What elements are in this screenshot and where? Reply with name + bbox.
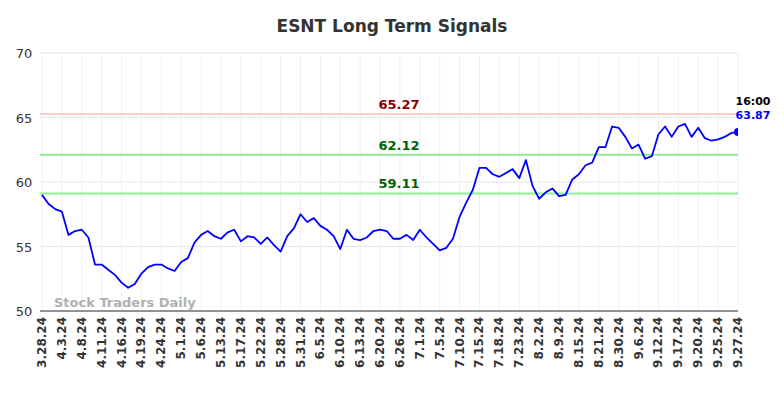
grid-line (459, 53, 460, 311)
reference-label: 59.11 (378, 176, 419, 191)
grid-line (42, 53, 43, 311)
grid-line (181, 53, 182, 311)
x-tick-label: 4.16.24 (115, 317, 129, 368)
x-tick-label: 5.31.24 (294, 317, 308, 368)
x-tick-label: 7.18.24 (492, 317, 506, 368)
x-tick-label: 4.11.24 (95, 317, 109, 368)
grid-line (658, 53, 659, 311)
y-tick-label: 50 (16, 304, 33, 319)
end-time-label: 16:00 (735, 95, 770, 108)
reference-line (40, 192, 738, 194)
end-value-label: 63.87 (736, 109, 771, 122)
x-tick-label: 6.13.24 (353, 317, 367, 368)
reference-line (40, 113, 738, 115)
grid-line (300, 53, 301, 311)
grid-line (559, 53, 560, 311)
x-tick-label: 7.10.24 (453, 317, 467, 368)
x-tick-label: 3.28.24 (35, 317, 49, 368)
y-tick-label: 60 (16, 175, 33, 190)
grid-line (40, 246, 738, 247)
grid-line (161, 53, 162, 311)
chart: ESNT Long Term Signals 50 55 60 65 70 3.28.24 4… (0, 0, 784, 398)
x-tick-label: 4.24.24 (154, 317, 168, 368)
grid-line (578, 53, 579, 311)
x-tick-label: 5.28.24 (274, 317, 288, 368)
x-tick-label: 7.1.24 (413, 317, 427, 360)
grid-line (280, 53, 281, 311)
x-tick-label: 5.1.24 (174, 317, 188, 360)
y-tick-label: 55 (16, 240, 33, 255)
grid-line (519, 53, 520, 311)
grid-line (220, 53, 221, 311)
x-tick-label: 9.20.24 (691, 317, 705, 368)
grid-line (738, 53, 739, 311)
title: ESNT Long Term Signals (277, 16, 508, 36)
x-tick-label: 9.6.24 (632, 317, 646, 360)
x-tick-label: 6.26.24 (393, 317, 407, 368)
x-axis (40, 311, 738, 312)
grid-line (40, 53, 738, 54)
reference-line (40, 154, 738, 156)
grid-line (678, 53, 679, 311)
x-tick-label: 5.17.24 (234, 317, 248, 368)
grid-line (101, 53, 102, 311)
x-tick-label: 5.6.24 (194, 317, 208, 360)
x-tick-label: 9.25.24 (711, 317, 725, 368)
watermark: Stock Traders Daily (54, 295, 196, 310)
grid-line (360, 53, 361, 311)
x-tick-label: 4.8.24 (75, 317, 89, 360)
grid-line (340, 53, 341, 311)
x-tick-label: 8.15.24 (572, 317, 586, 368)
x-tick-label: 6.5.24 (313, 317, 327, 360)
grid-line (240, 53, 241, 311)
grid-line (439, 53, 440, 311)
grid-line (718, 53, 719, 311)
x-tick-label: 6.20.24 (373, 317, 387, 368)
grid-line (638, 53, 639, 311)
grid-line (479, 53, 480, 311)
x-tick-label: 7.23.24 (512, 317, 526, 368)
x-tick-label: 9.17.24 (671, 317, 685, 368)
grid-line (61, 53, 62, 311)
y-tick-label: 70 (16, 46, 33, 61)
grid-line (260, 53, 261, 311)
grid-line (201, 53, 202, 311)
y-tick-label: 65 (16, 111, 33, 126)
x-tick-label: 9.27.24 (731, 317, 745, 368)
last-point (734, 128, 738, 136)
grid-line (320, 53, 321, 311)
x-tick-label: 4.19.24 (134, 317, 148, 368)
grid-line (618, 53, 619, 311)
x-tick-label: 5.22.24 (254, 317, 268, 368)
x-tick-label: 6.10.24 (333, 317, 347, 368)
x-tick-label: 8.2.24 (532, 317, 546, 360)
x-tick-label: 7.5.24 (433, 317, 447, 360)
grid-line (598, 53, 599, 311)
grid-line (40, 117, 738, 118)
x-tick-label: 7.15.24 (472, 317, 486, 368)
x-tick-label: 8.9.24 (552, 317, 566, 360)
x-tick-label: 5.13.24 (214, 317, 228, 368)
reference-label: 62.12 (378, 138, 419, 153)
grid-line (81, 53, 82, 311)
grid-line (40, 311, 738, 312)
x-tick-label: 9.12.24 (651, 317, 665, 368)
price-line (42, 124, 738, 288)
reference-label: 65.27 (378, 97, 419, 112)
grid-line (121, 53, 122, 311)
x-tick-label: 8.21.24 (592, 317, 606, 368)
grid-line (539, 53, 540, 311)
grid-line (698, 53, 699, 311)
grid-line (499, 53, 500, 311)
x-tick-label: 8.30.24 (612, 317, 626, 368)
x-tick-label: 4.3.24 (55, 317, 69, 360)
plot-area (40, 114, 738, 288)
